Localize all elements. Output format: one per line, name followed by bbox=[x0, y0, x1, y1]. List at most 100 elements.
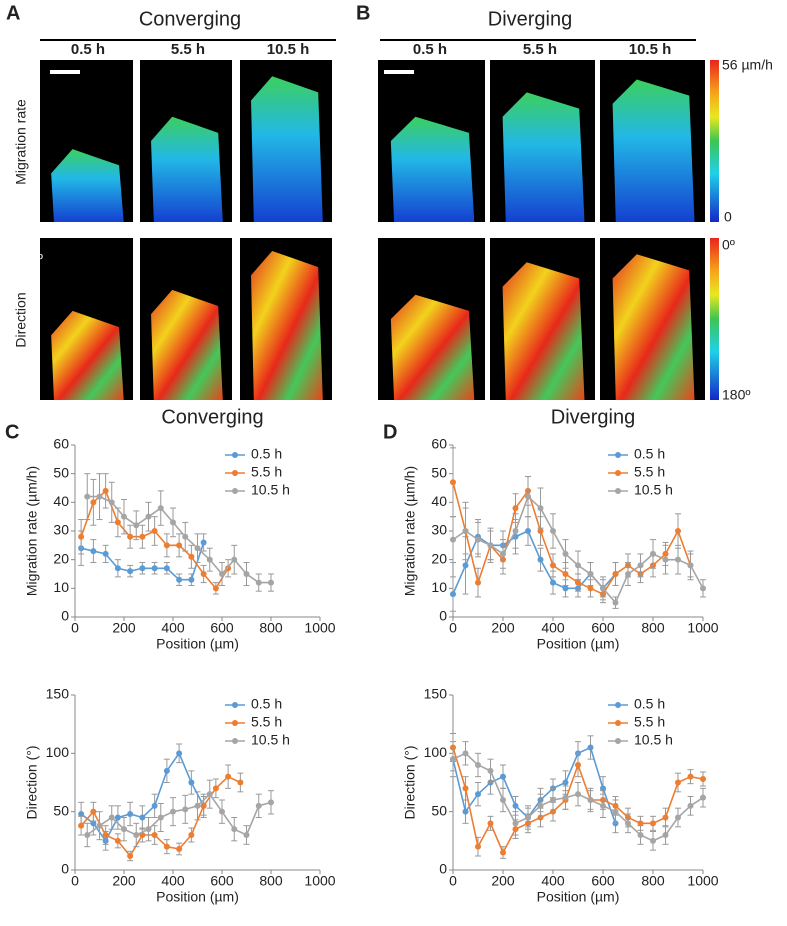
x-tick-label: 800 bbox=[259, 873, 283, 889]
x-axis-label: Position (µm) bbox=[156, 889, 239, 905]
data-point bbox=[625, 820, 631, 827]
panel-title: Diverging bbox=[488, 8, 572, 30]
data-point bbox=[487, 820, 494, 827]
data-point bbox=[587, 571, 594, 577]
y-tick-label: 60 bbox=[53, 436, 69, 452]
data-point bbox=[188, 832, 195, 838]
legend-marker bbox=[232, 488, 238, 494]
time-label: 5.5 h bbox=[171, 41, 205, 58]
data-point bbox=[219, 571, 225, 577]
data-point bbox=[525, 493, 531, 500]
data-point bbox=[537, 528, 544, 534]
data-point bbox=[219, 808, 225, 815]
data-point bbox=[562, 571, 569, 577]
y-tick-label: 50 bbox=[431, 802, 447, 818]
x-tick-label: 1000 bbox=[687, 873, 718, 889]
y-axis-label: Migration rate (µm/h) bbox=[24, 466, 40, 596]
y-tick-label: 0 bbox=[439, 608, 447, 624]
data-point bbox=[675, 528, 681, 534]
data-point bbox=[176, 750, 183, 757]
data-point bbox=[550, 797, 556, 803]
legend-label: 0.5 h bbox=[251, 446, 282, 462]
data-point bbox=[487, 542, 494, 549]
data-point bbox=[176, 542, 183, 549]
data-point bbox=[687, 562, 694, 569]
data-point bbox=[127, 568, 134, 575]
time-label: 0.5 h bbox=[413, 41, 447, 58]
heatmap-tissue bbox=[502, 92, 585, 223]
data-point bbox=[139, 565, 146, 572]
x-axis-label: Position (µm) bbox=[156, 636, 239, 652]
colorbar bbox=[710, 238, 719, 400]
x-tick-label: 0 bbox=[71, 873, 79, 889]
data-point bbox=[163, 542, 170, 549]
y-axis-label: Migration rate (µm/h) bbox=[402, 466, 418, 596]
chart-title: Diverging bbox=[551, 406, 635, 428]
x-tick-label: 200 bbox=[491, 620, 515, 636]
scale-label: 0 bbox=[724, 209, 732, 225]
data-point bbox=[512, 820, 519, 827]
data-point bbox=[127, 811, 134, 817]
scale-label: 0º bbox=[722, 237, 735, 253]
data-point bbox=[512, 505, 519, 512]
data-point bbox=[84, 493, 91, 500]
legend-label: 5.5 h bbox=[251, 714, 282, 730]
data-point bbox=[662, 814, 669, 821]
x-tick-label: 400 bbox=[541, 873, 565, 889]
x-tick-label: 1000 bbox=[304, 873, 335, 889]
data-point bbox=[231, 826, 238, 833]
y-tick-label: 0 bbox=[61, 861, 69, 877]
data-point bbox=[268, 799, 274, 806]
data-point bbox=[188, 576, 195, 583]
y-tick-label: 10 bbox=[431, 579, 447, 595]
data-point bbox=[200, 571, 207, 577]
data-point bbox=[562, 585, 569, 592]
row-label: Direction bbox=[13, 292, 29, 347]
data-point bbox=[114, 814, 121, 821]
data-point bbox=[163, 843, 170, 850]
data-point bbox=[612, 571, 619, 577]
data-point bbox=[108, 814, 115, 821]
y-tick-label: 150 bbox=[424, 686, 448, 702]
heatmap-tissue bbox=[151, 289, 223, 400]
data-point bbox=[675, 779, 681, 786]
data-point bbox=[255, 802, 262, 809]
data-point bbox=[500, 550, 506, 557]
data-point bbox=[637, 562, 644, 569]
panel-letter: C bbox=[5, 421, 19, 443]
heatmap-tissue bbox=[51, 149, 124, 222]
data-point bbox=[525, 814, 531, 821]
data-point bbox=[151, 565, 158, 572]
data-point bbox=[650, 837, 656, 844]
colorbar bbox=[710, 60, 719, 222]
data-point bbox=[170, 519, 176, 526]
data-point bbox=[96, 822, 103, 829]
x-tick-label: 400 bbox=[161, 620, 185, 636]
y-axis-label: Direction (°) bbox=[24, 745, 40, 819]
data-point bbox=[537, 505, 544, 512]
heatmap-tissue bbox=[390, 116, 475, 222]
legend-label: 0.5 h bbox=[251, 696, 282, 712]
arrow-head bbox=[14, 246, 26, 256]
legend-marker bbox=[615, 702, 621, 708]
data-point bbox=[243, 571, 250, 577]
data-point bbox=[550, 579, 556, 586]
x-axis-label: Position (µm) bbox=[537, 636, 620, 652]
heatmap-tissue bbox=[251, 250, 323, 400]
legend-marker bbox=[615, 738, 621, 744]
data-point bbox=[700, 794, 706, 801]
y-tick-label: 0 bbox=[61, 608, 69, 624]
data-point bbox=[139, 814, 146, 821]
y-tick-label: 60 bbox=[431, 436, 447, 452]
data-point bbox=[206, 556, 213, 563]
data-point bbox=[675, 556, 681, 563]
data-point bbox=[662, 556, 669, 563]
data-point bbox=[145, 513, 152, 520]
legend-label: 5.5 h bbox=[634, 714, 665, 730]
data-point bbox=[170, 808, 176, 815]
data-point bbox=[537, 556, 544, 563]
data-point bbox=[90, 548, 97, 555]
data-point bbox=[637, 832, 644, 838]
data-point bbox=[500, 773, 506, 780]
data-point bbox=[268, 579, 274, 586]
